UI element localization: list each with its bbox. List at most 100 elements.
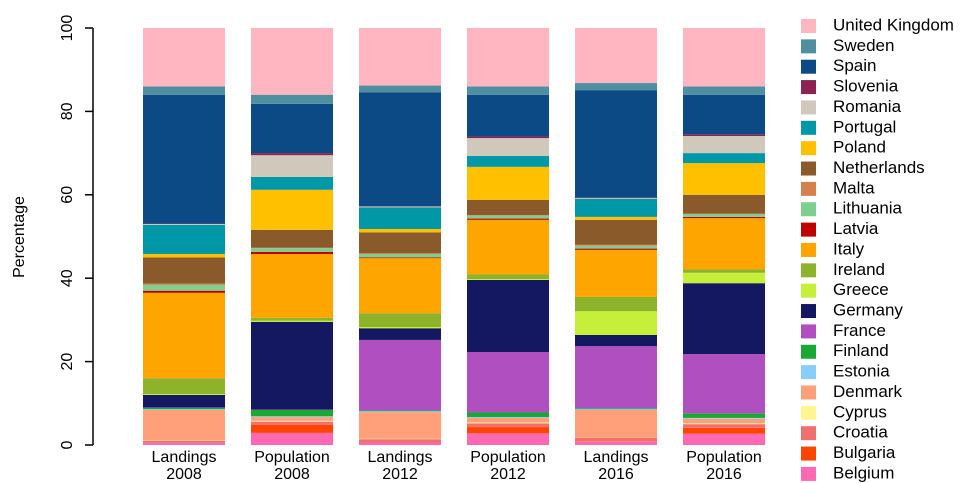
bar-segment (251, 424, 333, 433)
bar-segment (683, 423, 765, 425)
legend-label: Malta (833, 178, 875, 197)
bar-segment (467, 136, 549, 139)
bar-segment (575, 219, 657, 245)
bar-segment (251, 248, 333, 252)
bar-segment (575, 311, 657, 335)
bar-segment (575, 409, 657, 410)
y-tick-label: 100 (59, 15, 76, 42)
bar-segment (251, 320, 333, 322)
bar-segment (683, 272, 765, 284)
legend-label: Latvia (833, 219, 879, 238)
legend-label: France (833, 321, 886, 340)
bar-segment (251, 321, 333, 410)
bar-segment (575, 408, 657, 410)
legend-label: Cyprus (833, 402, 887, 421)
legend-label: Belgium (833, 463, 894, 482)
legend-label: Romania (833, 97, 902, 116)
bar-segment (575, 245, 657, 249)
legend-swatch (801, 39, 816, 54)
bar-segment (467, 218, 549, 220)
bar-segment (575, 346, 657, 409)
bar-segment (359, 85, 441, 93)
y-tick-label: 80 (59, 102, 76, 120)
y-tick-label: 60 (59, 186, 76, 204)
bar-segment (467, 94, 549, 137)
bar-segment (575, 437, 657, 442)
legend-swatch (801, 100, 816, 115)
bar-segment (143, 254, 225, 258)
bar-segment (143, 440, 225, 443)
bar-segment (359, 207, 441, 229)
bar-segment (467, 138, 549, 157)
bar-segment (683, 427, 765, 434)
x-tick-label: Population 2012 (470, 449, 546, 483)
legend-swatch (801, 59, 816, 74)
legend-swatch (801, 242, 816, 257)
x-tick-label: Landings 2016 (583, 449, 649, 483)
bar-segment (683, 283, 765, 355)
x-tick-label: Landings 2012 (367, 449, 433, 483)
bar-segment (359, 253, 441, 255)
legend-swatch (801, 202, 816, 217)
bar-segment (467, 412, 549, 418)
legend-label: Spain (833, 56, 876, 75)
legend-label: Croatia (833, 423, 888, 442)
bar-segment (251, 189, 333, 230)
bar-segment (467, 156, 549, 167)
bar-segment (251, 153, 333, 156)
bar-segment (683, 433, 765, 445)
bar-segment (575, 216, 657, 220)
legend-swatch (801, 283, 816, 298)
bar-segment (359, 258, 441, 314)
bar-segment (683, 216, 765, 219)
legend-label: Netherlands (833, 158, 925, 177)
bar-segment (683, 413, 765, 418)
bar-segment (143, 86, 225, 95)
legend-label: Germany (833, 301, 903, 320)
bar-segment (251, 155, 333, 177)
bar-segment (683, 417, 765, 419)
legend-swatch (801, 405, 816, 420)
legend-label: Greece (833, 280, 889, 299)
bar-segment (575, 83, 657, 91)
bar-segment (251, 229, 333, 248)
bar-segment (143, 292, 225, 379)
legend-swatch (801, 263, 816, 278)
bar-segment (467, 279, 549, 353)
bar-segment (143, 407, 225, 410)
bar-segment (683, 86, 765, 95)
bar-segment (683, 213, 765, 217)
bar-segment (143, 223, 225, 225)
bar-segment (467, 215, 549, 219)
bar-segment (251, 28, 333, 95)
bar-segment (251, 432, 333, 445)
legend-swatch (801, 426, 816, 441)
legend-label: Lithuania (833, 199, 903, 218)
bar-segment (359, 254, 441, 258)
legend-label: Sweden (833, 36, 894, 55)
legend-swatch (801, 466, 816, 481)
bar-segment (467, 279, 549, 280)
bar-segment (467, 28, 549, 87)
legend-label: Finland (833, 341, 889, 360)
bar-segment (359, 206, 441, 208)
legend-label: Estonia (833, 362, 890, 381)
bar-segment (359, 257, 441, 259)
bar-segment (683, 28, 765, 87)
bar-segment (359, 439, 441, 443)
bar-segment (251, 420, 333, 422)
bar-segment (359, 411, 441, 413)
bar-segment (251, 417, 333, 421)
bar-segment (575, 90, 657, 198)
bar-segment (143, 394, 225, 408)
bar-segment (143, 442, 225, 445)
bar-segment (575, 244, 657, 246)
bar-segment (575, 409, 657, 438)
bar-segment (359, 339, 441, 411)
legend-swatch (801, 385, 816, 400)
bar-segment (575, 296, 657, 312)
bar-segment (683, 194, 765, 214)
bar-segment (359, 28, 441, 86)
bar-segment (683, 424, 765, 428)
